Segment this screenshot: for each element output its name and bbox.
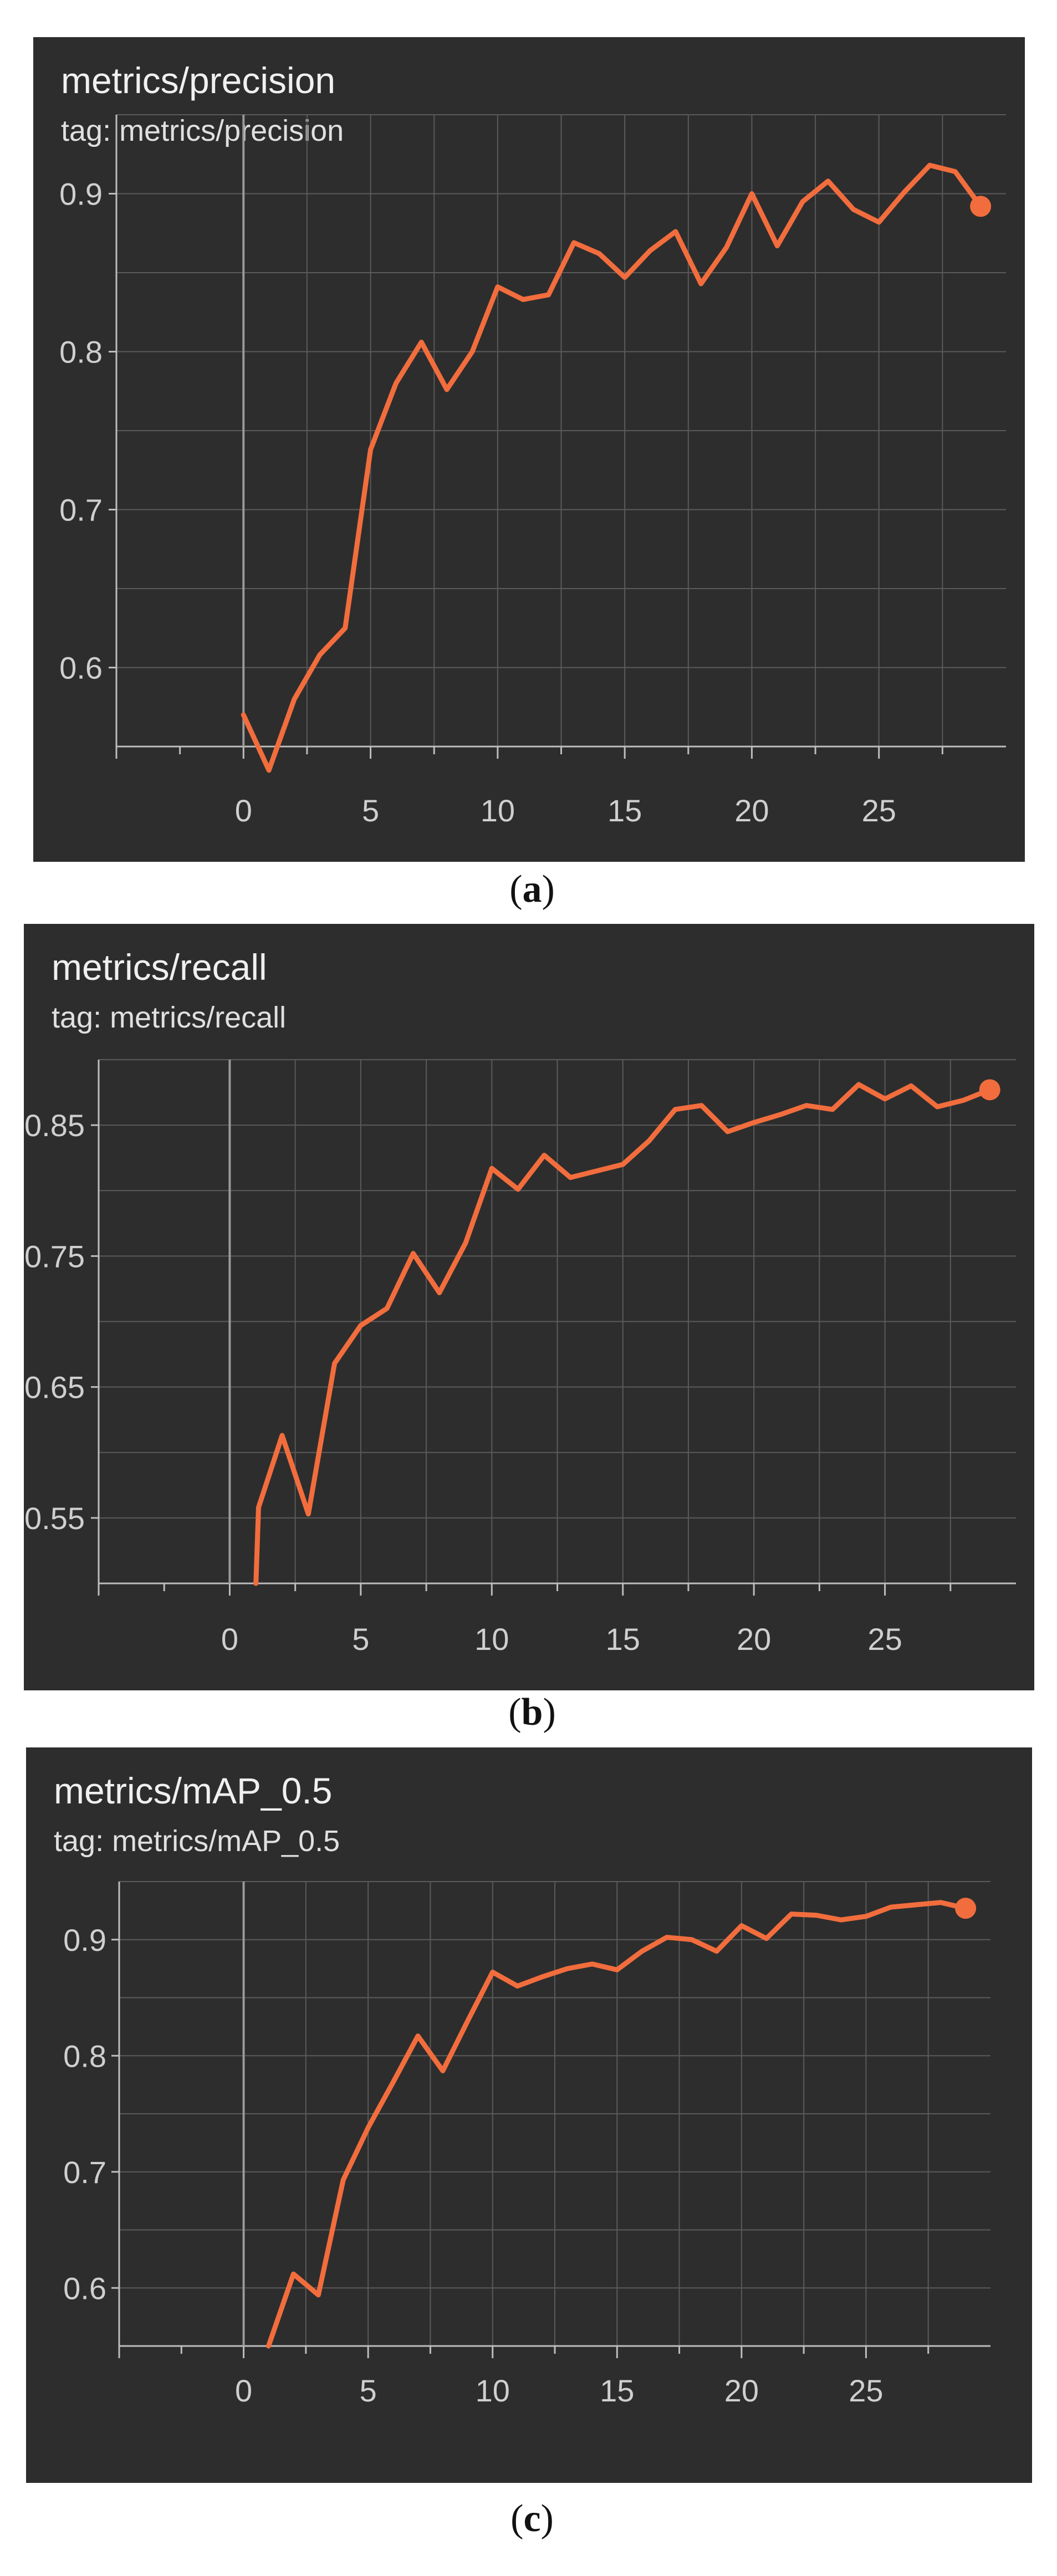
- recall-chart: 0.55 0.65 0.75 0.85 0 5 10 15 20 25: [24, 1059, 1016, 1657]
- last-point-marker: [970, 196, 992, 217]
- y-tick-label: 0.65: [24, 1370, 85, 1405]
- y-tick-label: 0.6: [59, 651, 103, 686]
- series-line: [265, 1900, 968, 2349]
- x-tick-label: 20: [734, 793, 769, 828]
- chart-title: metrics/mAP_0.5: [54, 1770, 333, 1811]
- x-tick-label: 10: [481, 793, 515, 828]
- y-tick-label: 0.7: [63, 2155, 106, 2190]
- x-tick-label: 10: [476, 2373, 510, 2408]
- caption-letter: b: [521, 1691, 543, 1734]
- x-tick-label: 15: [606, 1622, 640, 1657]
- figure-caption-b: (b): [508, 1691, 556, 1734]
- x-tick-label: 0: [235, 793, 252, 828]
- series-line: [253, 1082, 993, 1586]
- y-tick-label: 0.7: [59, 493, 103, 528]
- x-tick-label: 5: [352, 1622, 369, 1657]
- x-tick-label: 25: [862, 793, 896, 828]
- figure-caption-a: (a): [509, 868, 555, 911]
- x-tick-label: 15: [600, 2373, 634, 2408]
- x-tick-label: 10: [474, 1622, 509, 1657]
- y-tick-label: 0.75: [24, 1239, 85, 1274]
- x-tick-label: 5: [362, 793, 379, 828]
- map-chart: 0.6 0.7 0.8 0.9 0 5 10 15 20 25: [63, 1881, 990, 2408]
- y-tick-label: 0.9: [59, 177, 103, 212]
- precision-chart: 0.6 0.7 0.8 0.9 0 5 10 15 20 25: [59, 114, 1006, 828]
- x-tick-label: 20: [724, 2373, 759, 2408]
- chart-tag: tag: metrics/precision: [61, 114, 344, 147]
- x-tick-label: 0: [221, 1622, 238, 1657]
- x-tick-label: 25: [849, 2373, 883, 2408]
- y-tick-label: 0.55: [24, 1501, 85, 1536]
- x-tick-label: 25: [867, 1622, 902, 1657]
- caption-letter: c: [523, 2497, 541, 2540]
- x-tick-label: 20: [737, 1622, 771, 1657]
- last-point-marker: [955, 1898, 977, 1919]
- chart-tag: tag: metrics/recall: [52, 1001, 287, 1034]
- chart-title: metrics/precision: [61, 60, 336, 101]
- recall-chart-panel: metrics/recall tag: metrics/recall 0.55 0…: [24, 924, 1034, 1690]
- chart-tag: tag: metrics/mAP_0.5: [54, 1824, 340, 1858]
- y-tick-label: 0.9: [63, 1923, 106, 1957]
- chart-title: metrics/recall: [52, 947, 267, 988]
- y-tick-label: 0.8: [59, 335, 103, 370]
- caption-letter: a: [522, 868, 542, 911]
- x-tick-label: 0: [235, 2373, 252, 2408]
- y-tick-label: 0.6: [63, 2271, 106, 2306]
- map-chart-panel: metrics/mAP_0.5 tag: metrics/mAP_0.5 0.6…: [26, 1747, 1032, 2483]
- series-line: [241, 162, 983, 773]
- precision-chart-panel: metrics/precision tag: metrics/precision…: [33, 37, 1025, 862]
- x-tick-label: 5: [360, 2373, 377, 2408]
- last-point-marker: [979, 1079, 1000, 1101]
- y-tick-label: 0.8: [63, 2038, 106, 2073]
- x-tick-label: 15: [607, 793, 642, 828]
- y-tick-label: 0.85: [24, 1108, 85, 1143]
- figure-caption-c: (c): [510, 2497, 554, 2540]
